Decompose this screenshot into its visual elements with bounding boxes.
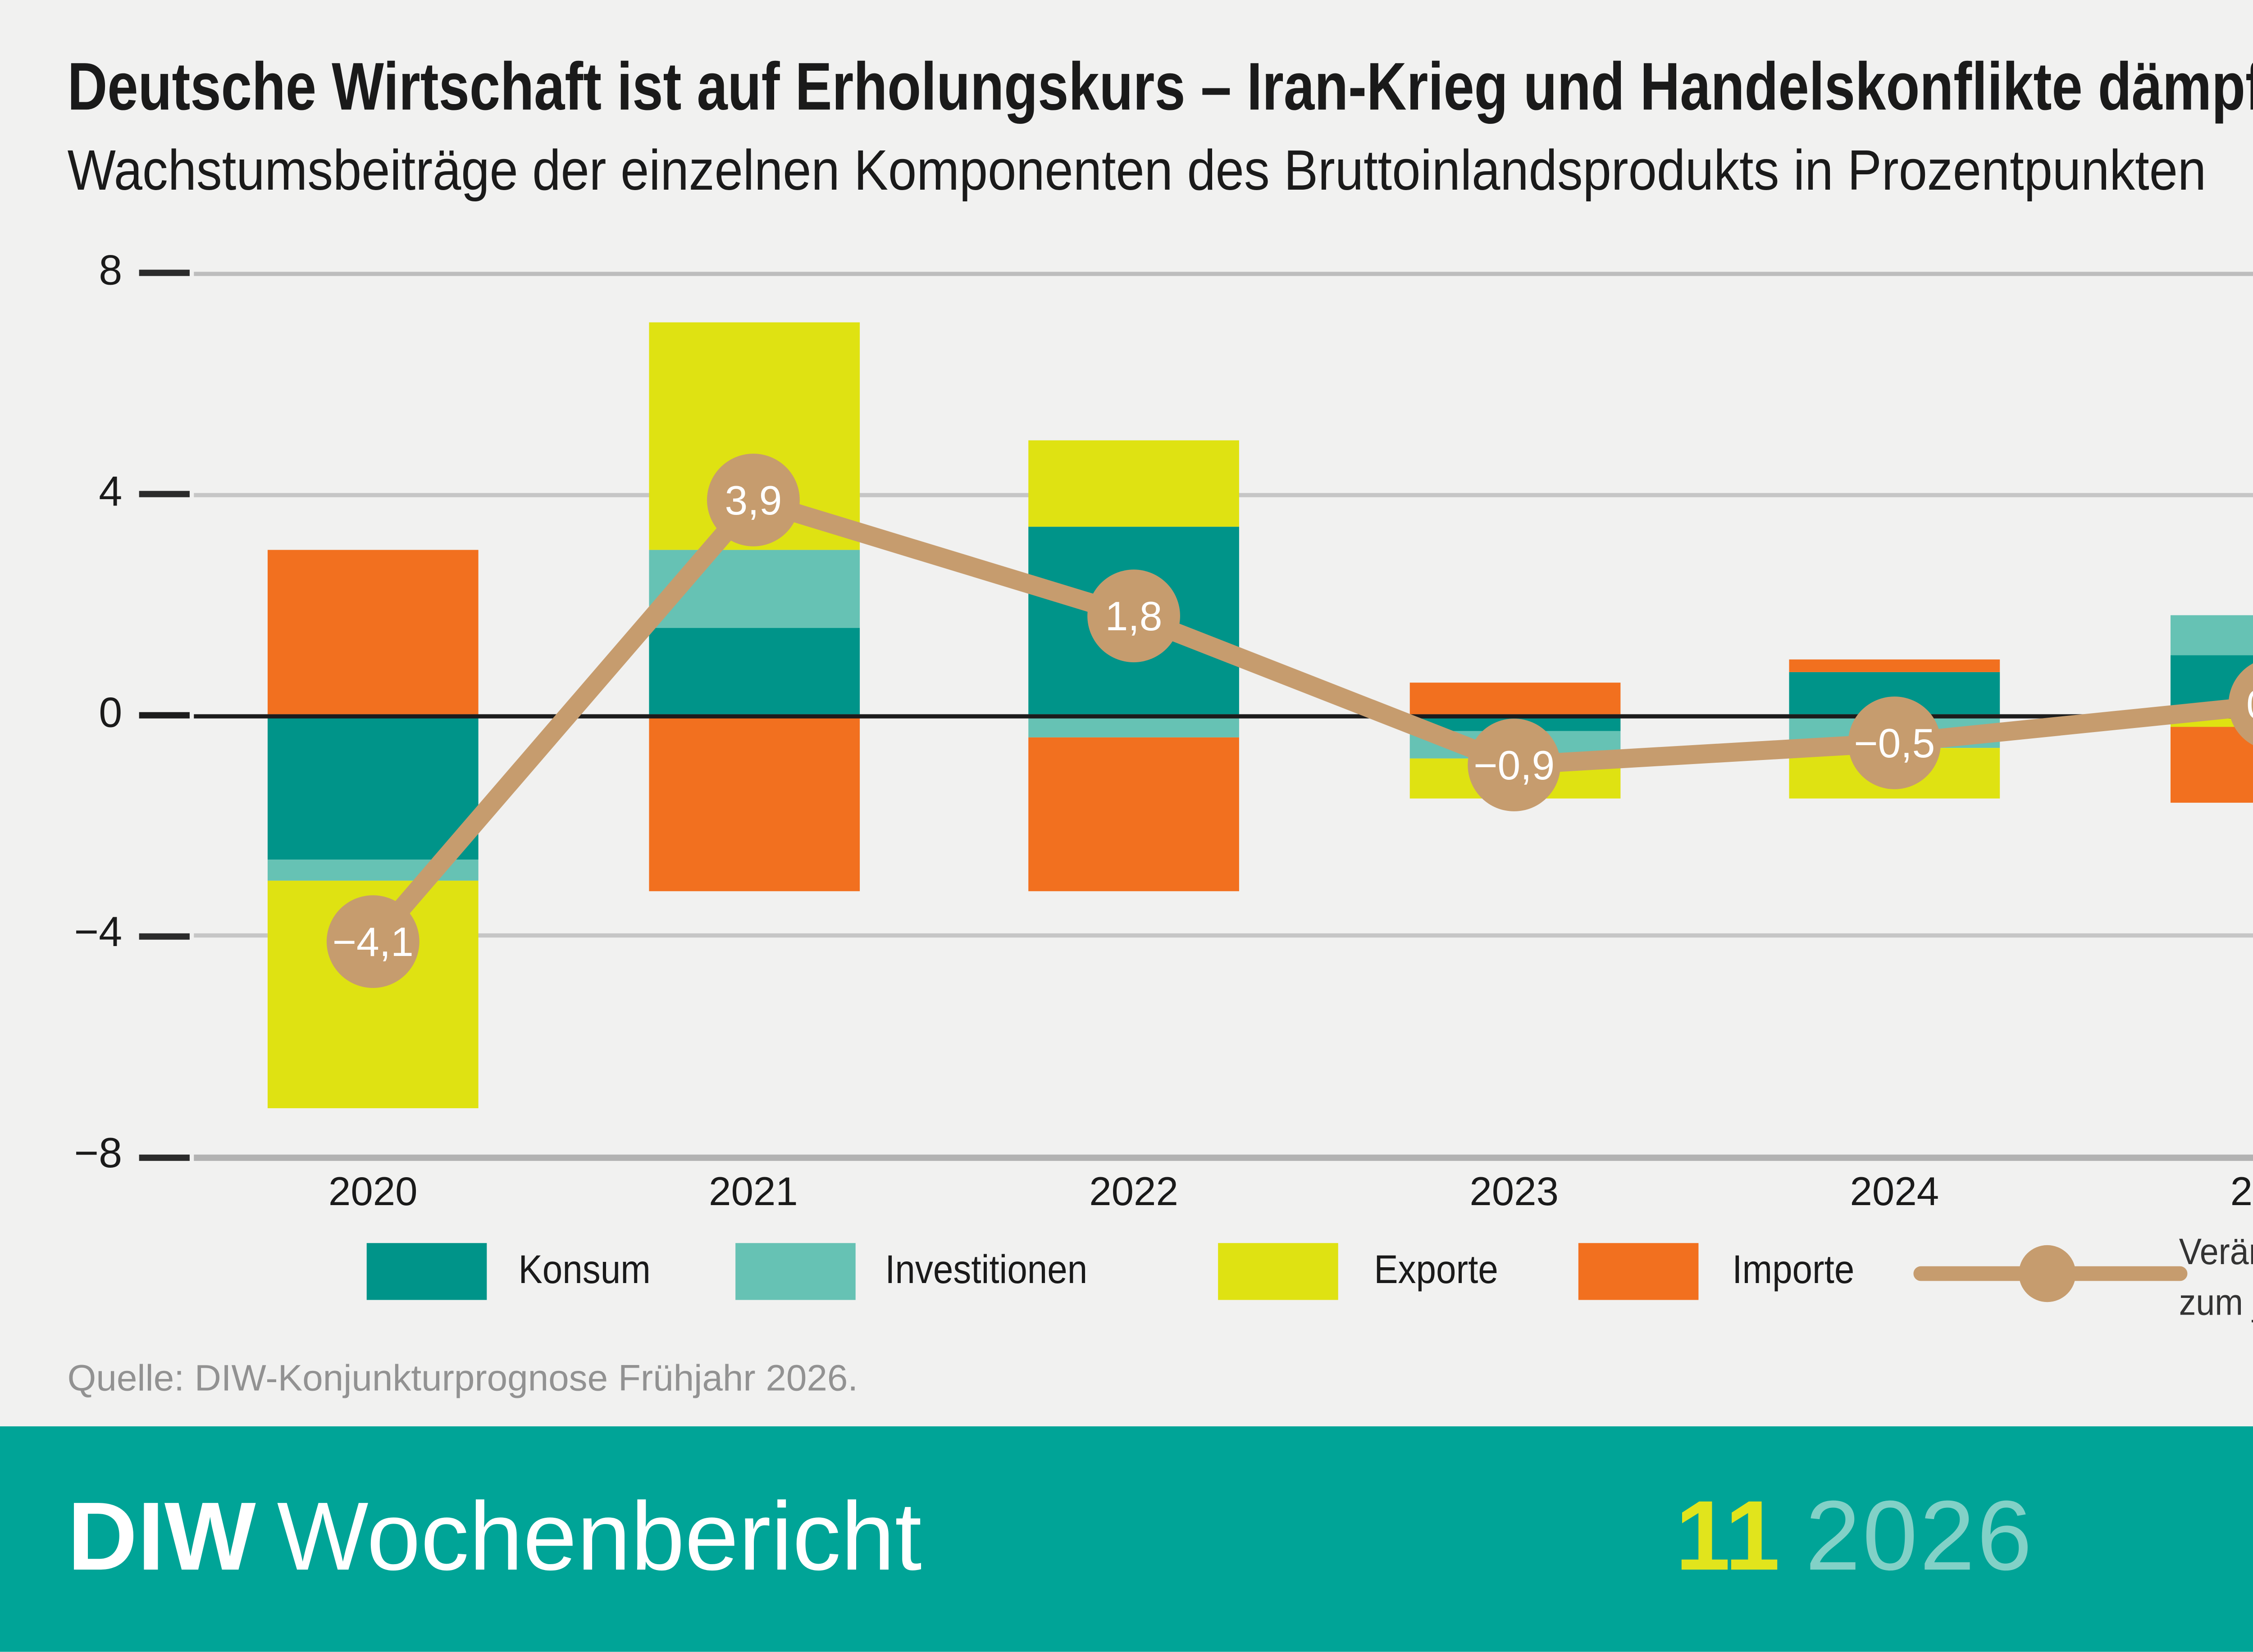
x-axis-year-label: 2022 [1089,1171,1178,1216]
y-axis-tick-label: 0 [99,690,123,737]
gdp-line-legend-label: Veränderung des Bruttoinlandsprodukts im… [2179,1230,2253,1324]
x-axis-year-label: 2020 [328,1171,418,1216]
x-axis-year-label: 2025 [2230,1171,2253,1216]
source-note: Quelle: DIW-Konjunkturprognose Frühjahr … [67,1356,858,1399]
legend-label-exporte: Exporte [1374,1249,1498,1294]
legend-swatch-exporte [1218,1243,1338,1300]
y-axis-tick-label: 8 [99,248,123,295]
issue-number: 11 [1675,1479,1780,1591]
bar-segment-2025-konsum [2169,654,2253,715]
bar-segment-2021-investitionen [648,550,859,627]
zero-gridline [194,713,2253,719]
issue-year: 2026 [1805,1479,2034,1591]
bar-segment-2022-importe [1028,737,1239,892]
legend-label-importe: Importe [1732,1249,1855,1294]
chart-subtitle: Wachstumsbeiträge der einzelnen Komponen… [67,139,2207,202]
bar-segment-2021-importe [648,715,859,892]
legend-swatch-investitionen [735,1243,856,1300]
brand-diw: DIW [67,1481,256,1591]
gridline [194,271,2253,276]
bar-segment-2022-exporte [1028,439,1239,528]
bar-segment-2023-investitionen [1409,732,1620,760]
bar-segment-2023-importe [1409,682,1620,715]
bar-segment-2020-konsum [267,715,479,859]
bar-segment-2020-investitionen [267,859,479,881]
bar-segment-2023-exporte [1409,759,1620,798]
bar-segment-2020-importe [267,550,479,715]
bar-segment-2024-konsum [1789,671,2000,715]
bar-segment-2021-konsum [648,627,859,715]
x-axis-year-label: 2021 [709,1171,798,1216]
gridline [194,1155,2253,1161]
x-axis-year-label: 2024 [1850,1171,1939,1216]
y-axis-tick-label: 4 [99,469,123,516]
brand-wochenbericht: Wochenbericht [277,1481,922,1591]
chart-title: Deutsche Wirtschaft ist auf Erholungskur… [67,48,2253,124]
issue-block: 11 2026 [1675,1477,2034,1593]
footer-brand: DIW Wochenbericht [68,1479,922,1593]
bar-segment-2025-importe [2169,726,2253,804]
bar-segment-2024-importe [1789,660,2000,671]
bar-segment-2021-exporte [648,323,859,550]
legend-label-investitionen: Investitionen [885,1249,1088,1294]
gdp-line-legend-circle-icon [2019,1245,2076,1302]
bar-segment-2020-exporte [267,881,479,1107]
x-axis-year-label: 2023 [1469,1171,1559,1216]
y-axis-tick-label: −4 [74,910,123,957]
y-axis-tick [139,491,190,498]
y-axis-tick-label: −8 [74,1131,123,1178]
y-axis-tick [139,933,190,939]
y-axis-tick [139,270,190,277]
bar-segment-2022-konsum [1028,528,1239,715]
legend-swatch-importe [1578,1243,1699,1300]
bar-segment-2022-investitionen [1028,715,1239,737]
gridline [194,934,2253,938]
bar-segment-2024-exporte [1789,748,2000,798]
bar-segment-2025-investitionen [2169,616,2253,655]
legend-swatch-konsum [366,1243,487,1300]
y-axis-tick [139,712,190,719]
bar-segment-2024-investitionen [1789,715,2000,749]
y-axis-tick [139,1153,190,1160]
legend-label-konsum: Konsum [518,1249,651,1294]
